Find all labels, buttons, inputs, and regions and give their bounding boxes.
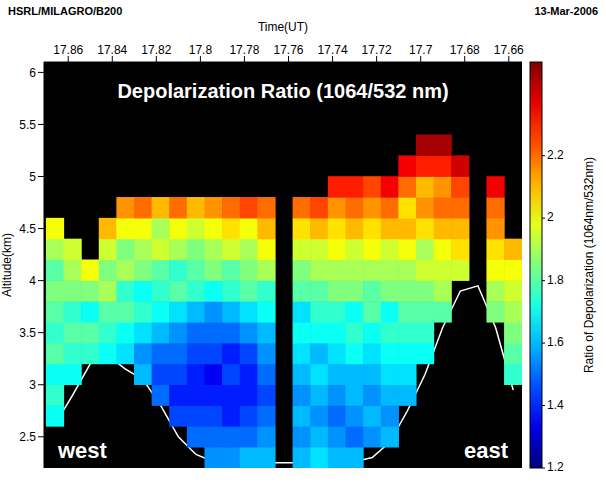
svg-text:Depolarization Ratio (1064/532: Depolarization Ratio (1064/532 nm) bbox=[117, 80, 448, 102]
svg-text:6: 6 bbox=[29, 66, 36, 80]
svg-text:1.6: 1.6 bbox=[547, 335, 564, 349]
svg-text:Altitude(km): Altitude(km) bbox=[0, 233, 14, 297]
svg-text:17.82: 17.82 bbox=[141, 43, 171, 57]
svg-text:2.2: 2.2 bbox=[547, 148, 564, 162]
svg-text:4.5: 4.5 bbox=[19, 222, 36, 236]
svg-text:17.66: 17.66 bbox=[494, 43, 524, 57]
svg-text:1.2: 1.2 bbox=[547, 460, 564, 474]
svg-text:17.72: 17.72 bbox=[362, 43, 392, 57]
svg-text:17.78: 17.78 bbox=[229, 43, 259, 57]
svg-text:17.8: 17.8 bbox=[189, 43, 213, 57]
svg-text:east: east bbox=[464, 438, 509, 463]
svg-text:3: 3 bbox=[29, 378, 36, 392]
svg-text:17.7: 17.7 bbox=[409, 43, 433, 57]
svg-text:17.76: 17.76 bbox=[273, 43, 303, 57]
svg-text:3.5: 3.5 bbox=[19, 326, 36, 340]
svg-text:Time(UT): Time(UT) bbox=[258, 20, 308, 34]
svg-text:4: 4 bbox=[29, 274, 36, 288]
svg-text:5: 5 bbox=[29, 170, 36, 184]
svg-text:17.86: 17.86 bbox=[53, 43, 83, 57]
svg-text:17.84: 17.84 bbox=[97, 43, 127, 57]
svg-text:2: 2 bbox=[547, 210, 554, 224]
svg-text:HSRL/MILAGRO/B200: HSRL/MILAGRO/B200 bbox=[8, 5, 122, 17]
svg-text:17.74: 17.74 bbox=[318, 43, 348, 57]
svg-text:west: west bbox=[57, 438, 108, 463]
svg-text:17.68: 17.68 bbox=[450, 43, 480, 57]
svg-text:13-Mar-2006: 13-Mar-2006 bbox=[534, 5, 598, 17]
svg-text:2.5: 2.5 bbox=[19, 430, 36, 444]
svg-text:Ratio of Depolarization (1064n: Ratio of Depolarization (1064nm/532nm) bbox=[582, 157, 596, 373]
svg-text:5.5: 5.5 bbox=[19, 118, 36, 132]
svg-text:1.4: 1.4 bbox=[547, 398, 564, 412]
svg-text:1.8: 1.8 bbox=[547, 273, 564, 287]
